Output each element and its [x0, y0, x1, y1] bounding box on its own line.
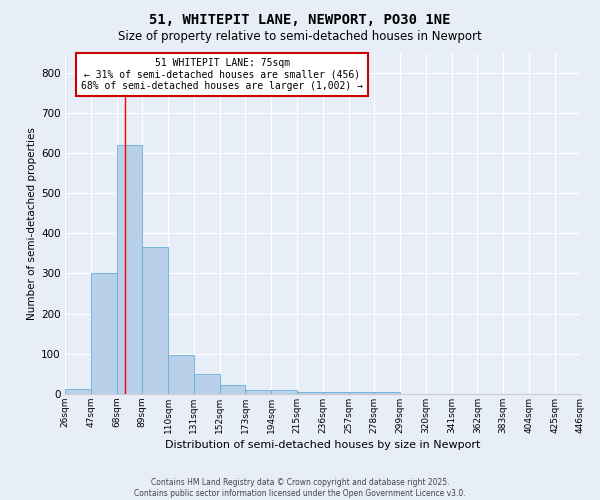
- Text: Contains HM Land Registry data © Crown copyright and database right 2025.
Contai: Contains HM Land Registry data © Crown c…: [134, 478, 466, 498]
- Bar: [168, 354, 194, 394]
- X-axis label: Distribution of semi-detached houses by size in Newport: Distribution of semi-detached houses by …: [165, 440, 481, 450]
- Bar: [65, 389, 91, 394]
- Bar: [91, 272, 116, 394]
- Bar: [142, 248, 168, 394]
- Bar: [349, 392, 374, 394]
- Bar: [271, 390, 297, 394]
- Text: Size of property relative to semi-detached houses in Newport: Size of property relative to semi-detach…: [118, 30, 482, 43]
- Bar: [220, 385, 245, 394]
- Text: 51 WHITEPIT LANE: 75sqm
← 31% of semi-detached houses are smaller (456)
68% of s: 51 WHITEPIT LANE: 75sqm ← 31% of semi-de…: [81, 58, 363, 91]
- Y-axis label: Number of semi-detached properties: Number of semi-detached properties: [27, 127, 37, 320]
- Bar: [116, 145, 142, 394]
- Bar: [297, 392, 323, 394]
- Bar: [194, 374, 220, 394]
- Bar: [374, 392, 400, 394]
- Text: 51, WHITEPIT LANE, NEWPORT, PO30 1NE: 51, WHITEPIT LANE, NEWPORT, PO30 1NE: [149, 12, 451, 26]
- Bar: [245, 390, 271, 394]
- Bar: [323, 392, 349, 394]
